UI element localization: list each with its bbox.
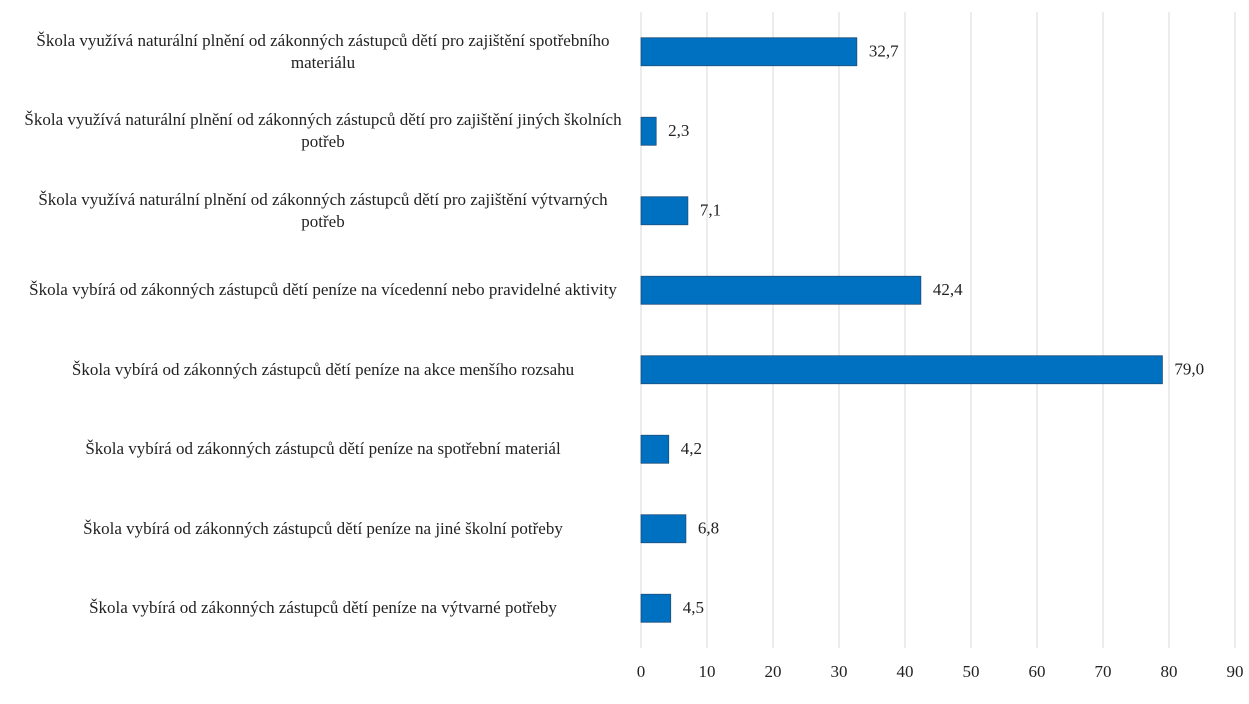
- bar: [640, 514, 687, 544]
- bar: [640, 116, 657, 146]
- data-label: 79,0: [1174, 360, 1204, 379]
- data-label: 7,1: [700, 201, 721, 220]
- x-tick-label: 30: [831, 662, 848, 681]
- data-label: 42,4: [933, 280, 963, 299]
- y-tick-label: Škola vybírá od zákonných zástupců dětí …: [71, 359, 575, 379]
- y-tick-label: Škola vybírá od zákonných zástupců dětí …: [29, 280, 617, 300]
- bar: [640, 37, 858, 67]
- y-tick-label: Škola využívá naturální plnění od zákonn…: [38, 189, 608, 231]
- y-tick-label: Škola využívá naturální plnění od zákonn…: [36, 30, 610, 72]
- y-tick-label: Škola vybírá od zákonných zástupců dětí …: [85, 439, 561, 459]
- bar: [640, 593, 672, 623]
- y-tick-label: Škola využívá naturální plnění od zákonn…: [24, 110, 622, 152]
- y-tick-label: Škola vybírá od zákonných zástupců dětí …: [83, 518, 563, 538]
- x-tick-label: 40: [897, 662, 914, 681]
- bar: [640, 196, 689, 226]
- x-tick-label: 0: [637, 662, 646, 681]
- x-tick-label: 50: [963, 662, 980, 681]
- x-tick-label: 20: [765, 662, 782, 681]
- x-tick-label: 70: [1095, 662, 1112, 681]
- data-label: 4,2: [681, 439, 702, 458]
- bar: [640, 275, 922, 305]
- data-label: 32,7: [869, 42, 899, 61]
- data-label: 4,5: [683, 598, 704, 617]
- x-tick-label: 90: [1227, 662, 1244, 681]
- bar: [640, 355, 1163, 385]
- data-label: 2,3: [668, 121, 689, 140]
- x-tick-label: 80: [1161, 662, 1178, 681]
- x-tick-label: 10: [699, 662, 716, 681]
- bar: [640, 434, 670, 464]
- y-tick-label: Škola vybírá od zákonných zástupců dětí …: [89, 598, 557, 618]
- x-tick-label: 60: [1029, 662, 1046, 681]
- data-label: 6,8: [698, 519, 719, 538]
